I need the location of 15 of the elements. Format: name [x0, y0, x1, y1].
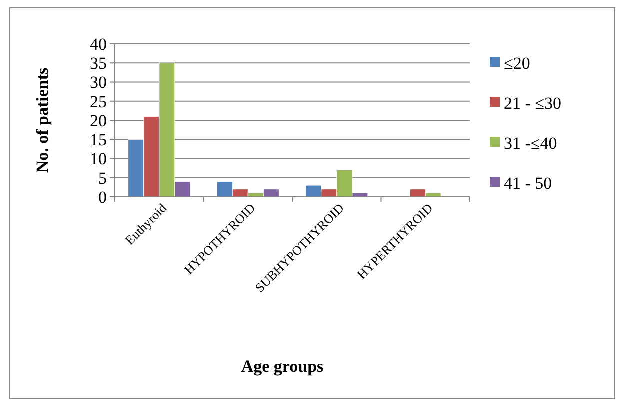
- y-tick-label: 40: [90, 34, 107, 54]
- y-tick-label: 0: [98, 188, 107, 207]
- y-tick-label: 35: [90, 54, 107, 74]
- y-tick-label: 20: [90, 111, 107, 130]
- y-tick-label: 10: [90, 150, 107, 169]
- legend-label: 21 - ≤30: [504, 94, 562, 113]
- y-tick-label: 25: [90, 92, 107, 112]
- legend-label: 41 - 50: [504, 174, 552, 193]
- y-tick-label: 15: [90, 130, 107, 150]
- legend-label: 31 -≤40: [504, 134, 558, 153]
- y-axis-title: No. of patients: [33, 67, 52, 174]
- y-tick-label: 5: [98, 168, 107, 188]
- legend-label: ≤20: [504, 54, 530, 73]
- x-axis-title: Age groups: [241, 357, 324, 376]
- y-tick-label: 30: [90, 73, 107, 92]
